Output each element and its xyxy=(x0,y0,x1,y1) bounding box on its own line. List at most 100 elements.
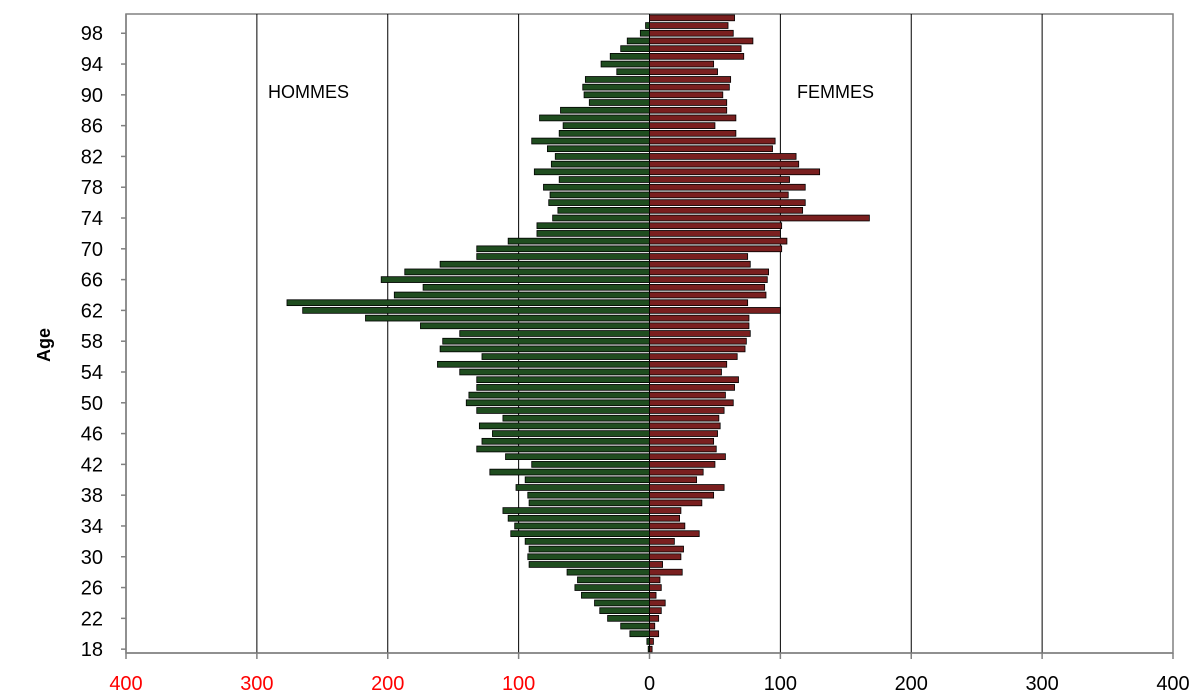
bar-hommes-44 xyxy=(476,445,650,453)
bar-hommes-84 xyxy=(531,137,650,145)
y-tick-label-70: 70 xyxy=(81,239,103,261)
y-tick-labels: 18 22 26 30 34 38 42 46 50 54 58 62 66 70 74 78 82 86 90 94… xyxy=(81,23,126,661)
x-tick-label-7: 300 xyxy=(1025,673,1058,695)
bar-femmes-67 xyxy=(649,268,769,276)
bar-hommes-36 xyxy=(502,507,650,514)
bar-hommes-74 xyxy=(552,214,650,222)
bar-hommes-63 xyxy=(286,299,650,307)
bar-femmes-98 xyxy=(649,29,734,37)
annotation-hommes: HOMMES xyxy=(268,82,349,102)
bar-hommes-38 xyxy=(527,491,650,499)
bar-hommes-42 xyxy=(531,461,650,468)
bar-hommes-90 xyxy=(583,91,650,99)
bar-hommes-89 xyxy=(588,99,650,106)
bar-hommes-40 xyxy=(524,476,650,484)
bar-hommes-82 xyxy=(554,153,650,160)
bar-femmes-35 xyxy=(649,514,681,522)
bar-hommes-25 xyxy=(581,591,650,599)
bar-femmes-64 xyxy=(649,291,767,299)
bar-hommes-47 xyxy=(478,422,650,430)
bar-femmes-96 xyxy=(649,45,742,52)
bar-hommes-27 xyxy=(577,576,650,584)
bar-hommes-26 xyxy=(574,584,650,591)
bar-hommes-24 xyxy=(594,599,650,607)
bar-hommes-76 xyxy=(548,199,650,206)
bar-femmes-52 xyxy=(649,384,735,391)
bar-femmes-27 xyxy=(649,576,661,584)
bar-hommes-58 xyxy=(442,337,650,345)
x-tick-labels: 400 300 200 100 0 100 200 300 400 xyxy=(109,653,1190,695)
bar-femmes-43 xyxy=(649,453,726,461)
bar-femmes-65 xyxy=(649,283,766,291)
y-tick-label-34: 34 xyxy=(81,516,103,538)
bar-femmes-70 xyxy=(649,245,783,253)
bar-hommes-87 xyxy=(539,114,650,122)
y-tick-label-90: 90 xyxy=(81,85,103,107)
bar-hommes-73 xyxy=(536,222,650,230)
bar-femmes-92 xyxy=(649,76,732,83)
bar-femmes-60 xyxy=(649,322,750,330)
bar-hommes-34 xyxy=(514,522,650,530)
y-tick-label-58: 58 xyxy=(81,331,103,353)
bar-hommes-39 xyxy=(515,484,650,491)
bar-femmes-90 xyxy=(649,91,724,99)
bar-femmes-28 xyxy=(649,568,683,576)
bar-femmes-82 xyxy=(649,153,797,160)
bar-hommes-32 xyxy=(524,538,650,545)
bar-femmes-81 xyxy=(649,160,800,168)
bar-hommes-70 xyxy=(476,245,650,253)
bar-hommes-83 xyxy=(547,145,650,153)
bar-femmes-95 xyxy=(649,53,745,60)
y-tick-label-74: 74 xyxy=(81,208,103,230)
bar-femmes-88 xyxy=(649,106,728,114)
bar-femmes-71 xyxy=(649,237,788,245)
bar-hommes-72 xyxy=(536,230,650,237)
x-tick-label-0: 400 xyxy=(109,673,142,695)
bar-hommes-45 xyxy=(481,437,650,445)
bar-femmes-37 xyxy=(649,499,703,507)
y-tick-label-50: 50 xyxy=(81,393,103,415)
y-tick-label-86: 86 xyxy=(81,116,103,138)
bar-femmes-87 xyxy=(649,114,737,122)
bar-femmes-34 xyxy=(649,522,686,530)
bar-femmes-97 xyxy=(649,37,754,45)
bar-hommes-55 xyxy=(437,360,650,368)
bar-femmes-20 xyxy=(649,630,660,638)
bar-femmes-57 xyxy=(649,345,746,353)
bar-hommes-96 xyxy=(620,45,650,52)
bar-femmes-30 xyxy=(649,553,682,561)
bar-femmes-83 xyxy=(649,145,773,153)
bar-femmes-40 xyxy=(649,476,698,484)
x-tick-label-8: 400 xyxy=(1156,673,1189,695)
bar-hommes-50 xyxy=(465,399,650,407)
bar-hommes-94 xyxy=(600,60,650,68)
bar-hommes-95 xyxy=(609,53,650,60)
bar-femmes-85 xyxy=(649,130,737,137)
bar-femmes-63 xyxy=(649,299,749,307)
bar-femmes-51 xyxy=(649,391,726,399)
bar-femmes-38 xyxy=(649,491,715,499)
bar-femmes-80 xyxy=(649,168,821,176)
bar-hommes-78 xyxy=(543,183,650,191)
x-tick-label-5: 100 xyxy=(764,673,797,695)
bar-hommes-81 xyxy=(550,160,650,168)
bar-femmes-61 xyxy=(649,314,750,322)
bar-femmes-25 xyxy=(649,591,657,599)
y-tick-label-30: 30 xyxy=(81,547,103,569)
bar-femmes-84 xyxy=(649,137,776,145)
bar-femmes-44 xyxy=(649,445,717,453)
bar-hommes-64 xyxy=(393,291,650,299)
bar-hommes-37 xyxy=(528,499,650,507)
x-tick-label-4: 0 xyxy=(644,673,655,695)
bar-femmes-69 xyxy=(649,253,749,260)
y-tick-label-26: 26 xyxy=(81,578,103,600)
bar-femmes-74 xyxy=(649,214,870,222)
bar-femmes-66 xyxy=(649,276,768,283)
y-tick-label-46: 46 xyxy=(81,424,103,446)
bar-femmes-50 xyxy=(649,399,734,407)
y-tick-label-78: 78 xyxy=(81,177,103,199)
bar-hommes-59 xyxy=(459,330,650,337)
y-tick-label-54: 54 xyxy=(81,362,103,384)
bar-hommes-56 xyxy=(481,353,650,360)
